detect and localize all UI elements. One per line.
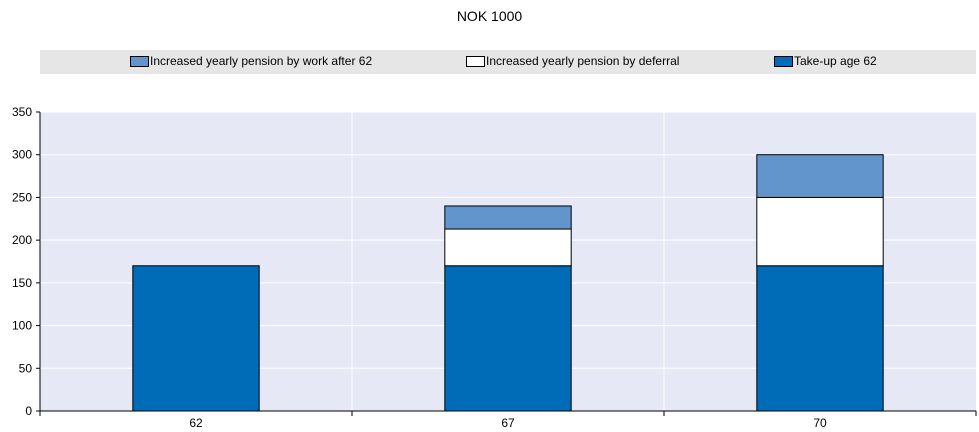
bar-segment-67-series-1 <box>444 228 572 267</box>
legend-item-work-after-62: Increased yearly pension by work after 6… <box>130 54 372 68</box>
y-tick-label-300: 300 <box>12 148 32 162</box>
bar-segment-70-series-0 <box>756 265 884 412</box>
y-tick-label-250: 250 <box>12 190 32 204</box>
y-tick-label-0: 0 <box>25 404 32 418</box>
x-tick-label-67: 67 <box>501 416 515 430</box>
bar-segment-67-series-0 <box>444 265 572 412</box>
legend-label-work-after-62: Increased yearly pension by work after 6… <box>150 54 373 68</box>
bar-segment-67-series-2 <box>444 205 572 230</box>
legend-swatch-work-after-62 <box>130 55 149 67</box>
legend: Increased yearly pension by work after 6… <box>40 50 976 74</box>
bar-segment-62-series-0 <box>132 265 260 412</box>
x-tick-label-70: 70 <box>813 416 827 430</box>
legend-label-deferral: Increased yearly pension by deferral <box>486 54 680 68</box>
y-tick-label-150: 150 <box>12 276 32 290</box>
legend-label-take-up-62: Take-up age 62 <box>794 54 877 68</box>
y-tick-label-350: 350 <box>12 105 32 119</box>
bar-segment-70-series-2 <box>756 154 884 198</box>
legend-item-take-up-62: Take-up age 62 <box>774 54 877 68</box>
legend-item-deferral: Increased yearly pension by deferral <box>466 54 679 68</box>
bar-segment-70-series-1 <box>756 196 884 267</box>
legend-swatch-take-up-62 <box>774 55 793 67</box>
legend-swatch-deferral <box>466 55 485 67</box>
chart-title: NOK 1000 <box>456 8 523 24</box>
y-tick-label-100: 100 <box>12 319 32 333</box>
y-tick-label-50: 50 <box>19 361 33 375</box>
x-tick-label-62: 62 <box>189 416 203 430</box>
y-tick-label-200: 200 <box>12 233 32 247</box>
